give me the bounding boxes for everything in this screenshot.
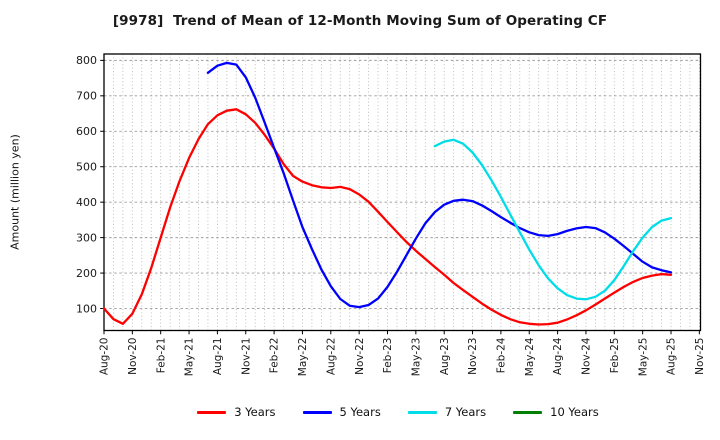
legend: 3 Years 5 Years 7 Years 10 Years (0, 405, 720, 419)
x-tick-label: May-24 (524, 337, 536, 376)
x-tick-label: Feb-21 (155, 338, 167, 374)
x-tick-label: May-23 (410, 338, 422, 377)
chart-canvas: Aug-20 Nov-20 Feb-21 May-21 Aug-21 Nov-21 Feb-… (76, 53, 706, 377)
x-axis: Aug-20 Nov-20 Feb-21 May-21 Aug-21 Nov-21 Feb-… (99, 330, 706, 377)
legend-swatch-7-years (407, 410, 437, 414)
x-tick-label: Nov-23 (467, 338, 479, 375)
y-tick-label: 200 (76, 267, 97, 280)
y-tick-label: 500 (76, 161, 97, 174)
series-line-7-years (433, 138, 673, 301)
x-tick-label: Nov-22 (354, 338, 366, 375)
x-tick-label: Nov-20 (127, 338, 139, 375)
legend-swatch-10-years (513, 410, 543, 414)
y-tick-label: 800 (76, 54, 97, 67)
series-line-5-years (206, 61, 673, 309)
legend-label-3-years: 3 Years (234, 405, 276, 419)
x-tick-label: Aug-24 (552, 337, 564, 375)
x-tick-label: Aug-23 (439, 338, 451, 376)
legend-label-7-years: 7 Years (444, 405, 487, 419)
x-tick-label: Feb-24 (496, 337, 508, 373)
plot-area (103, 53, 702, 332)
series-line-3-years (102, 108, 673, 326)
x-tick-label: Feb-23 (382, 338, 394, 374)
chart-title: [9978] Trend of Mean of 12-Month Moving … (112, 13, 608, 29)
grid (103, 54, 701, 331)
x-tick-label: Nov-21 (240, 338, 252, 375)
y-tick-label: 100 (76, 302, 97, 315)
legend-item-7-years: 7 Years (407, 405, 487, 419)
x-tick-label: May-22 (297, 338, 309, 377)
legend-swatch-5-years (302, 410, 332, 414)
x-tick-label: Feb-25 (609, 338, 621, 374)
x-tick-label: Nov-25 (694, 338, 706, 375)
y-tick-label: 400 (76, 196, 97, 209)
y-tick-label: 600 (76, 125, 97, 138)
legend-item-5-years: 5 Years (302, 405, 381, 419)
legend-label-10-years: 10 Years (550, 405, 599, 419)
x-tick-label: Nov-24 (581, 337, 593, 375)
legend-item-3-years: 3 Years (197, 405, 276, 419)
y-tick-label: 700 (76, 90, 97, 103)
x-tick-label: May-21 (184, 338, 196, 377)
x-tick-label: Aug-21 (212, 338, 224, 376)
y-axis: 100 200 300 400 500 600 700 800 (76, 54, 104, 315)
x-tick-label: May-25 (637, 338, 649, 377)
y-tick-label: 300 (76, 231, 97, 244)
x-tick-label: Aug-22 (325, 338, 337, 376)
x-tick-label: Aug-20 (99, 338, 111, 376)
x-tick-label: Feb-22 (269, 338, 281, 374)
x-tick-label: Aug-25 (666, 338, 678, 376)
legend-swatch-3-years (197, 410, 227, 414)
legend-item-10-years: 10 Years (513, 405, 599, 419)
legend-label-5-years: 5 Years (339, 405, 381, 419)
